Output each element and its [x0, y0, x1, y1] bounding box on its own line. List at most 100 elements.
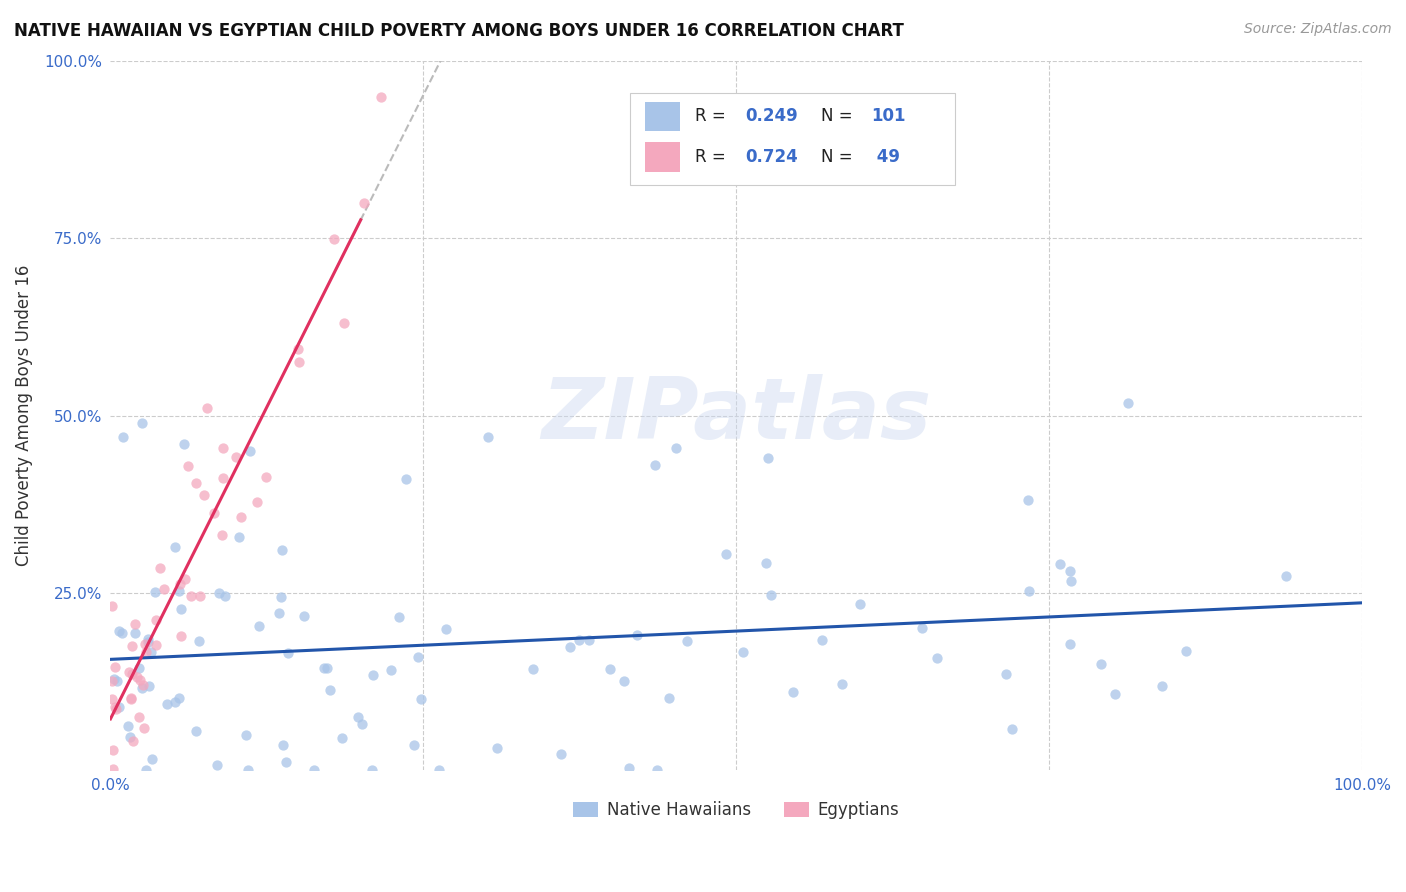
Point — [380, 663, 402, 677]
Text: N =: N = — [821, 107, 858, 126]
Point — [287, 342, 309, 356]
Point — [782, 684, 804, 698]
Point — [170, 629, 193, 643]
Point — [849, 598, 872, 612]
Point — [1018, 583, 1040, 598]
Point — [427, 763, 450, 777]
Legend: Native Hawaiians, Egyptians: Native Hawaiians, Egyptians — [567, 794, 905, 825]
Point — [292, 608, 315, 623]
Point — [759, 589, 782, 603]
Point — [121, 690, 143, 705]
Point — [112, 430, 135, 444]
Point — [1090, 657, 1112, 672]
Text: 101: 101 — [872, 107, 905, 126]
Point — [212, 471, 235, 485]
Point — [522, 662, 544, 676]
Point — [169, 576, 191, 591]
Point — [153, 582, 176, 597]
Point — [645, 763, 668, 777]
Text: NATIVE HAWAIIAN VS EGYPTIAN CHILD POVERTY AMONG BOYS UNDER 16 CORRELATION CHART: NATIVE HAWAIIAN VS EGYPTIAN CHILD POVERT… — [14, 22, 904, 40]
Point — [578, 633, 600, 648]
Point — [205, 758, 228, 772]
Point — [626, 627, 648, 641]
Point — [270, 543, 292, 558]
Point — [128, 709, 150, 723]
Point — [247, 619, 270, 633]
Point — [124, 617, 146, 632]
Point — [100, 674, 122, 689]
Point — [254, 470, 277, 484]
Point — [202, 506, 225, 520]
Point — [477, 430, 499, 444]
Point — [101, 762, 124, 776]
Point — [245, 495, 267, 509]
Point — [312, 660, 335, 674]
Point — [131, 416, 153, 430]
Point — [165, 695, 187, 709]
Point — [125, 670, 148, 684]
Point — [132, 722, 155, 736]
Point — [925, 650, 948, 665]
Point — [124, 626, 146, 640]
FancyBboxPatch shape — [630, 93, 955, 186]
Point — [434, 622, 457, 636]
Point — [169, 602, 191, 616]
Point — [208, 586, 231, 600]
Point — [211, 528, 233, 542]
Point — [613, 673, 636, 688]
Point — [409, 691, 432, 706]
Point — [1275, 568, 1298, 582]
Point — [599, 662, 621, 676]
Point — [558, 640, 581, 654]
Point — [388, 609, 411, 624]
Point — [195, 401, 218, 415]
Point — [131, 678, 153, 692]
Point — [1116, 396, 1139, 410]
Point — [108, 624, 131, 638]
Point — [211, 441, 233, 455]
Point — [486, 741, 509, 756]
Point — [225, 450, 247, 464]
Point — [100, 599, 122, 613]
Point — [676, 633, 699, 648]
Point — [911, 621, 934, 635]
Point — [134, 637, 156, 651]
Point — [353, 195, 375, 210]
Point — [135, 645, 157, 659]
Point — [346, 710, 368, 724]
Point — [350, 716, 373, 731]
Point — [118, 665, 141, 680]
Point — [235, 728, 257, 742]
Point — [180, 589, 202, 603]
Point — [176, 458, 198, 473]
Point — [104, 699, 127, 714]
Point — [239, 444, 262, 458]
Point — [117, 718, 139, 732]
Point — [188, 589, 211, 603]
Point — [1175, 643, 1198, 657]
Point — [406, 649, 429, 664]
Point — [664, 442, 686, 456]
Point — [994, 667, 1017, 681]
Point — [330, 731, 353, 745]
Point — [165, 541, 187, 555]
Point — [318, 683, 340, 698]
Point — [105, 702, 128, 716]
Point — [333, 316, 356, 330]
Point — [568, 633, 591, 648]
Point — [108, 699, 131, 714]
Point — [173, 437, 195, 451]
Point — [1104, 687, 1126, 701]
Point — [118, 730, 141, 744]
Point — [100, 691, 122, 706]
Point — [101, 742, 124, 756]
Point — [277, 646, 299, 660]
FancyBboxPatch shape — [645, 142, 681, 172]
Point — [193, 488, 215, 502]
Point — [361, 667, 384, 681]
Point — [315, 661, 337, 675]
Point — [141, 645, 163, 659]
Text: N =: N = — [821, 148, 858, 166]
Point — [228, 530, 250, 544]
Point — [148, 561, 170, 575]
